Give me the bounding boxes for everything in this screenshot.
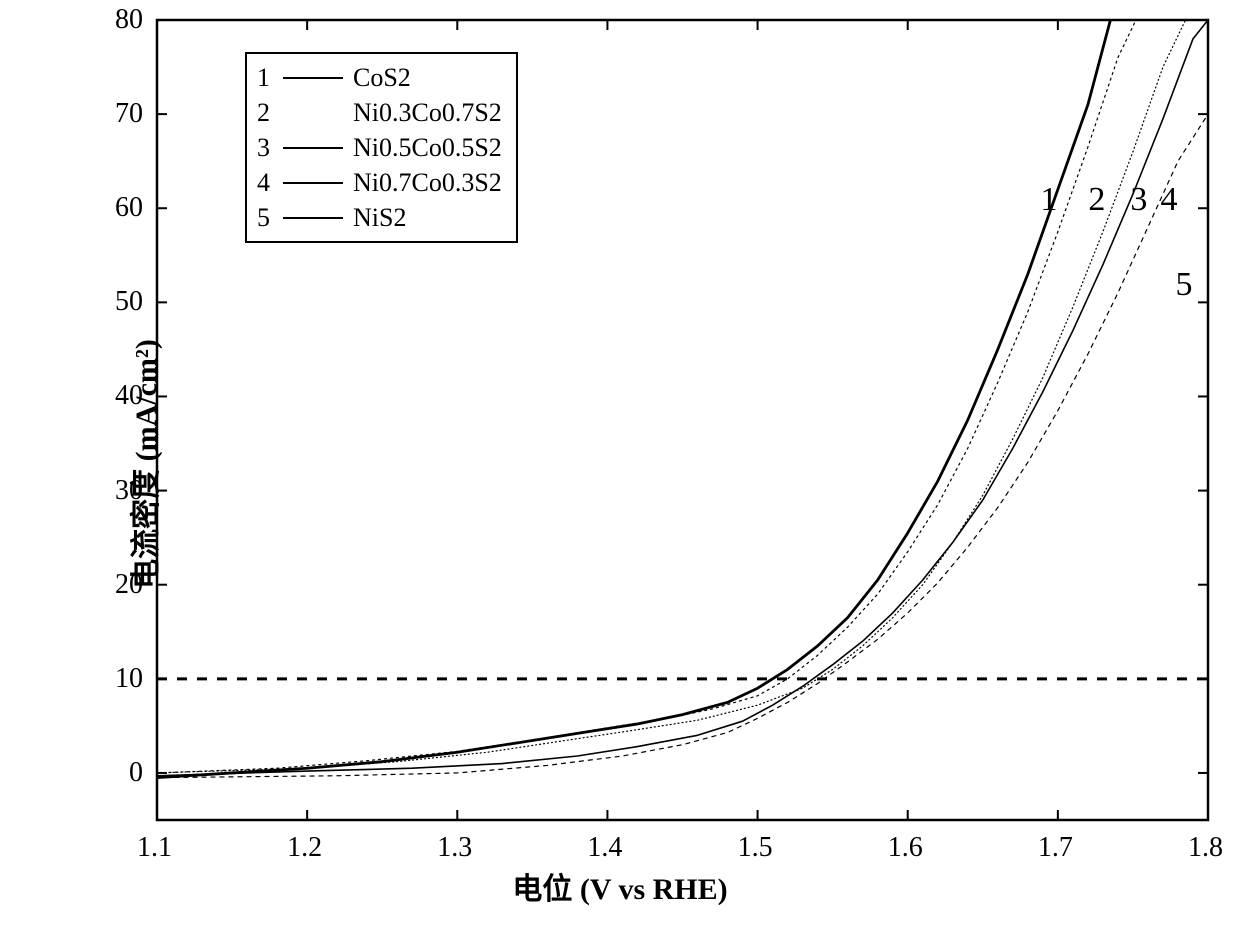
y-tick-label: 20 xyxy=(115,569,143,601)
x-tick-label: 1.8 xyxy=(1188,832,1223,864)
legend-swatch xyxy=(283,182,343,184)
legend-item-number: 3 xyxy=(257,130,279,165)
legend-swatch xyxy=(283,77,343,79)
legend-item: 2 Ni0.3Co0.7S2 xyxy=(257,95,502,130)
legend-item-label: Ni0.5Co0.5S2 xyxy=(353,130,502,165)
y-tick-label: 60 xyxy=(115,192,143,224)
curve-annotation: 5 xyxy=(1175,266,1192,304)
y-tick-label: 30 xyxy=(115,475,143,507)
legend-item: 1 CoS2 xyxy=(257,60,502,95)
legend-swatch xyxy=(283,147,343,149)
x-axis-label: 电位 (V vs RHE) xyxy=(512,864,727,908)
legend-swatch xyxy=(283,217,343,219)
legend-item-label: NiS2 xyxy=(353,200,406,235)
curve-annotation: 3 xyxy=(1130,181,1147,219)
y-tick-label: 80 xyxy=(115,4,143,36)
curve-annotation: 2 xyxy=(1088,181,1105,219)
plot-svg xyxy=(0,0,1240,928)
y-tick-label: 40 xyxy=(115,380,143,412)
x-tick-label: 1.5 xyxy=(738,832,773,864)
legend-item-number: 5 xyxy=(257,200,279,235)
y-tick-label: 50 xyxy=(115,286,143,318)
legend-item-number: 4 xyxy=(257,165,279,200)
y-tick-label: 70 xyxy=(115,98,143,130)
legend-item: 3 Ni0.5Co0.5S2 xyxy=(257,130,502,165)
y-tick-label: 0 xyxy=(129,757,143,789)
x-tick-label: 1.2 xyxy=(287,832,322,864)
y-axis-label: 电流密度 (mA/cm²) xyxy=(121,339,165,589)
x-tick-label: 1.7 xyxy=(1038,832,1073,864)
x-tick-label: 1.6 xyxy=(888,832,923,864)
x-tick-label: 1.1 xyxy=(137,832,172,864)
x-tick-label: 1.4 xyxy=(587,832,622,864)
legend-item-number: 1 xyxy=(257,60,279,95)
legend-item: 4 Ni0.7Co0.3S2 xyxy=(257,165,502,200)
legend-item-label: Ni0.3Co0.7S2 xyxy=(353,95,502,130)
curve-annotation: 4 xyxy=(1160,181,1177,219)
y-tick-label: 10 xyxy=(115,663,143,695)
x-tick-label: 1.3 xyxy=(437,832,472,864)
legend-item-number: 2 xyxy=(257,95,279,130)
legend-item-label: Ni0.7Co0.3S2 xyxy=(353,165,502,200)
legend: 1 CoS2 2 Ni0.3Co0.7S2 3 Ni0.5Co0.5S2 4 Ni0.7Co0… xyxy=(245,52,518,243)
curve-annotation: 1 xyxy=(1040,181,1057,219)
legend-item: 5 NiS2 xyxy=(257,200,502,235)
polarization-chart: 电流密度 (mA/cm²) 电位 (V vs RHE) 1 CoS2 2 Ni0.3C… xyxy=(0,0,1240,928)
legend-item-label: CoS2 xyxy=(353,60,411,95)
